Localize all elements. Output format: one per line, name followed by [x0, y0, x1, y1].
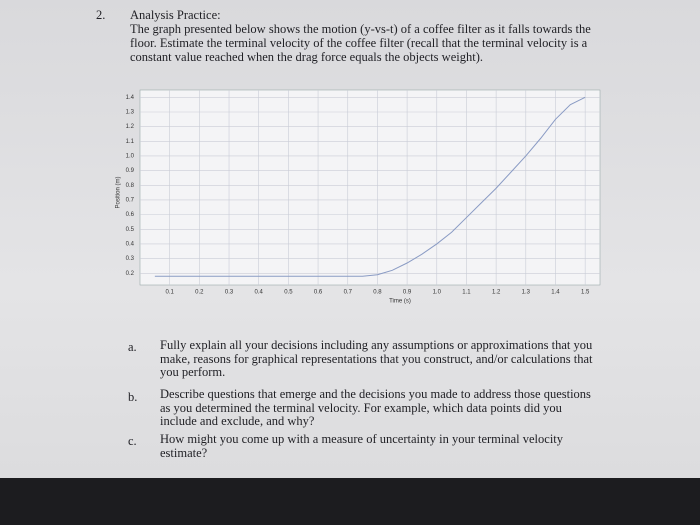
y-tick-label: 1.0: [126, 154, 135, 160]
x-tick-label: 0.7: [344, 290, 353, 296]
x-tick-label: 1.0: [433, 290, 442, 296]
y-tick-label: 1.2: [126, 124, 135, 130]
x-tick-label: 1.5: [581, 290, 590, 296]
x-tick-label: 0.2: [195, 290, 204, 296]
part-marker: c.: [128, 434, 137, 448]
chart: 0.2 0.3 0.4 0.5 0.6 0.7 0.8 0.9 1.0 1.1 1.2 1.3 1.4 0…: [116, 89, 601, 305]
x-tick-label: 1.1: [462, 290, 471, 296]
y-tick-label: 0.7: [126, 198, 135, 204]
plot-area: [139, 89, 601, 286]
y-tick-label: 0.5: [126, 227, 135, 233]
x-tick-label: 1.3: [522, 290, 531, 296]
x-tick-label: 0.8: [373, 290, 382, 296]
x-tick-label: 0.4: [255, 290, 264, 296]
y-axis-label: Position (m): [116, 176, 122, 208]
part-marker: b.: [128, 390, 138, 404]
x-tick-label: 0.1: [166, 290, 175, 296]
x-tick-label: 0.6: [314, 290, 323, 296]
part-text: Fully explain all your decisions includi…: [160, 338, 593, 379]
y-tick-label: 0.4: [126, 242, 135, 248]
paper: 2. Analysis Practice: The graph presente…: [0, 0, 700, 478]
y-tick-label: 0.3: [126, 256, 135, 262]
y-tick-label: 1.1: [126, 139, 135, 145]
question-number: 2.: [96, 8, 106, 22]
x-tick-label: 0.3: [225, 290, 234, 296]
question-body: The graph presented below shows the moti…: [130, 22, 591, 64]
y-tick-label: 1.3: [126, 110, 135, 116]
question-title: Analysis Practice:: [130, 8, 221, 22]
part-marker: a.: [128, 340, 137, 354]
x-tick-label: 0.9: [403, 290, 412, 296]
y-tick-label: 0.2: [126, 271, 135, 277]
part-text: Describe questions that emerge and the d…: [160, 387, 591, 428]
x-tick-label: 1.4: [551, 290, 560, 296]
x-axis-label: Time (s): [389, 299, 411, 305]
screen-edge: [0, 478, 700, 525]
x-tick-label: 1.2: [492, 290, 501, 296]
y-tick-label: 1.4: [126, 95, 135, 101]
x-tick-label: 0.5: [284, 290, 293, 296]
y-tick-label: 0.6: [126, 212, 135, 218]
data-line: [154, 96, 586, 277]
y-tick-label: 0.8: [126, 183, 135, 189]
y-tick-label: 0.9: [126, 168, 135, 174]
part-text: How might you come up with a measure of …: [160, 432, 564, 460]
